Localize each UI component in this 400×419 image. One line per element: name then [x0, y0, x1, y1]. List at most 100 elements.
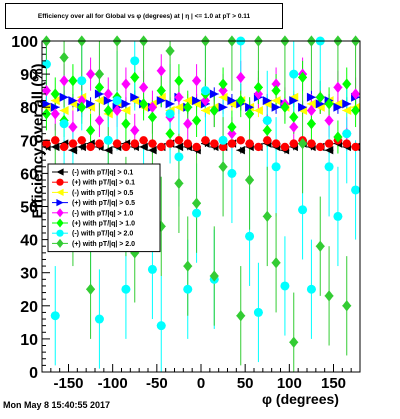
data-point [324, 290, 334, 302]
data-point [298, 205, 308, 215]
data-point [174, 91, 184, 103]
data-point [306, 118, 316, 130]
data-point [333, 81, 343, 93]
data-point [165, 139, 175, 148]
data-point [174, 142, 184, 152]
data-point [227, 139, 237, 148]
data-point [271, 96, 281, 106]
data-point [333, 211, 343, 221]
data-point [121, 106, 131, 116]
data-point [147, 264, 157, 274]
axes-layer: 0 10 20 30 40 50 60 70 80 90 100 -150 -100 -50 0 50 100 1… [11, 34, 352, 392]
markers-layer [41, 35, 361, 348]
data-point [342, 129, 352, 139]
data-point [218, 135, 228, 145]
data-point [245, 102, 255, 112]
data-point [165, 45, 175, 57]
data-point [68, 139, 78, 148]
data-point [59, 142, 69, 152]
data-point [183, 284, 193, 294]
legend-label: (+) with pT/|q| > 0.1 [72, 180, 135, 187]
legend-marker [56, 208, 64, 218]
data-point [86, 142, 95, 152]
data-point [218, 102, 228, 112]
data-point [192, 114, 202, 127]
data-point [245, 231, 255, 241]
data-point [324, 98, 334, 110]
x-tick-label: 50 [237, 375, 254, 392]
data-point [245, 108, 255, 120]
data-point [236, 146, 245, 155]
legend-marker [56, 238, 64, 248]
data-point [183, 96, 193, 106]
data-point [289, 336, 299, 348]
data-point [236, 136, 245, 145]
data-point [130, 139, 139, 148]
data-point [192, 96, 202, 106]
data-point [262, 124, 272, 136]
data-point [174, 102, 184, 112]
legend-label: (+) with pT/|q| > 0.5 [72, 200, 135, 207]
data-point [103, 88, 113, 100]
data-point [94, 314, 104, 324]
data-point [218, 92, 228, 102]
data-point [183, 260, 193, 272]
chart-title: Efficiency over all for Global vs φ (deg… [37, 13, 251, 20]
data-point [68, 121, 78, 133]
data-point [77, 142, 86, 152]
legend: (-) with pT/|q| > 0.1 (+) with pT/|q| > 0… [47, 163, 161, 253]
data-point [165, 128, 175, 140]
data-point [280, 101, 290, 113]
data-point [201, 136, 210, 145]
data-point [227, 121, 237, 133]
data-point [342, 106, 352, 116]
data-point [156, 85, 166, 97]
legend-box [47, 163, 161, 253]
data-point [289, 111, 299, 123]
data-point [236, 71, 246, 84]
data-point [94, 114, 104, 127]
data-point [86, 124, 96, 136]
data-point [306, 99, 316, 109]
data-point [263, 136, 272, 145]
data-point [316, 142, 325, 152]
y-tick-label: 50 [20, 200, 38, 217]
data-point [271, 102, 281, 112]
data-point [218, 78, 228, 90]
data-point [103, 104, 113, 117]
data-point [200, 86, 210, 96]
data-point [289, 96, 299, 106]
data-point [94, 89, 104, 99]
legend-label: (-) with pT/|q| > 1.0 [72, 210, 133, 217]
legend-label: (-) with pT/|q| > 0.1 [72, 170, 133, 177]
legend-label: (+) with pT/|q| > 2.0 [72, 241, 135, 248]
data-point [165, 109, 175, 119]
x-axis-label: φ (degrees) [262, 391, 339, 407]
data-point [59, 75, 69, 87]
data-point [51, 142, 60, 152]
data-point [236, 94, 246, 107]
data-point [130, 92, 140, 102]
data-point [271, 257, 281, 269]
data-point [68, 96, 78, 106]
data-point [68, 75, 78, 87]
data-point [271, 139, 281, 148]
data-point [227, 128, 237, 140]
data-point [209, 89, 219, 99]
data-point [218, 85, 228, 97]
legend-label: (-) with pT/|q| > 2.0 [72, 231, 133, 238]
data-point [174, 136, 184, 145]
data-point [174, 177, 184, 189]
data-point [95, 139, 104, 148]
data-point [112, 104, 122, 117]
data-point [112, 96, 122, 106]
data-point [200, 94, 210, 107]
data-point [94, 68, 104, 80]
data-point [324, 114, 334, 127]
data-point [121, 99, 131, 109]
data-point [77, 94, 87, 107]
y-tick-label: 40 [20, 233, 38, 250]
data-point [77, 136, 86, 145]
